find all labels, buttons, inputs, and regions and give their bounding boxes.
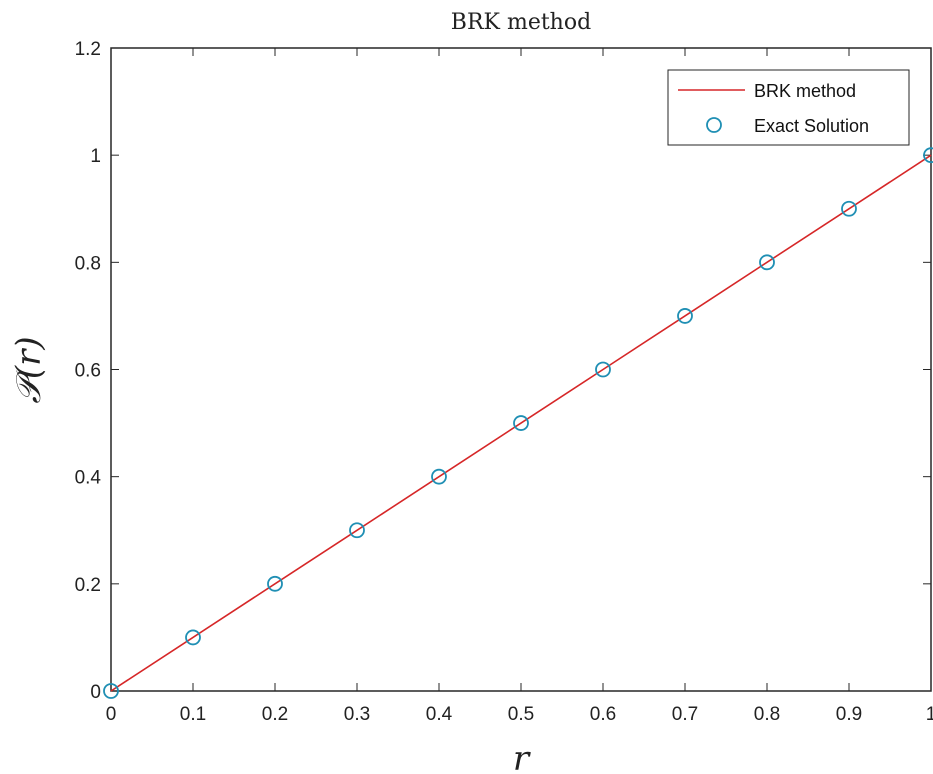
chart-title: BRK method — [451, 10, 591, 35]
y-tick-label: 0.6 — [75, 361, 101, 382]
exact-solution-point — [841, 200, 857, 217]
exact-solution-point — [431, 468, 447, 485]
x-tick-label: 1 — [926, 704, 933, 725]
legend-label-brk: BRK method — [754, 81, 856, 101]
x-tick-label: 0.8 — [754, 704, 780, 725]
y-tick-label: 1 — [90, 146, 101, 167]
x-tick-label: 0.3 — [344, 704, 370, 725]
exact-solution-point — [513, 415, 529, 431]
x-tick-label: 0.9 — [836, 704, 862, 725]
legend-label-exact: Exact Solution — [754, 116, 869, 136]
exact-solution-point — [677, 308, 693, 324]
series-line-brk-method — [110, 154, 932, 692]
exact-solution-point — [595, 361, 611, 378]
series-layer — [103, 147, 933, 699]
y-tick-label: 0.8 — [75, 253, 101, 274]
x-tick-label: 0.1 — [180, 704, 206, 725]
y-tick-label: 1.2 — [75, 39, 101, 60]
exact-solution-point — [267, 575, 283, 592]
legend-box — [667, 69, 910, 146]
x-tick-label: 0 — [106, 704, 117, 725]
axes-box — [110, 47, 932, 692]
plot-area: 0 0.1 0.2 0.3 0.4 0.5 0.6 0.7 0.8 0.9 1 0 0.2 0.4 0.6… — [75, 39, 933, 725]
y-axis-label: 𝒫(r) — [9, 336, 49, 403]
x-axis-label: r — [513, 739, 531, 774]
x-tick-label: 0.6 — [590, 704, 616, 725]
x-tick-label: 0.5 — [508, 704, 534, 725]
y-tick-label: 0.2 — [75, 575, 101, 596]
legend: BRK method Exact Solution — [667, 69, 910, 146]
y-tick-label: 0.4 — [75, 468, 102, 489]
y-axis: 0 0.2 0.4 0.6 0.8 1 1.2 — [75, 39, 931, 703]
exact-solution-point — [759, 254, 775, 271]
x-tick-label: 0.4 — [426, 704, 453, 725]
x-tick-label: 0.2 — [262, 704, 288, 725]
y-tick-label: 0 — [90, 682, 101, 703]
exact-solution-point — [923, 147, 933, 164]
exact-solution-point — [185, 629, 201, 646]
exact-solution-point — [349, 522, 365, 539]
exact-solution-point — [103, 683, 119, 699]
x-axis: 0 0.1 0.2 0.3 0.4 0.5 0.6 0.7 0.8 0.9 1 — [106, 48, 933, 725]
legend-marker-swatch — [706, 117, 722, 133]
x-tick-label: 0.7 — [672, 704, 698, 725]
